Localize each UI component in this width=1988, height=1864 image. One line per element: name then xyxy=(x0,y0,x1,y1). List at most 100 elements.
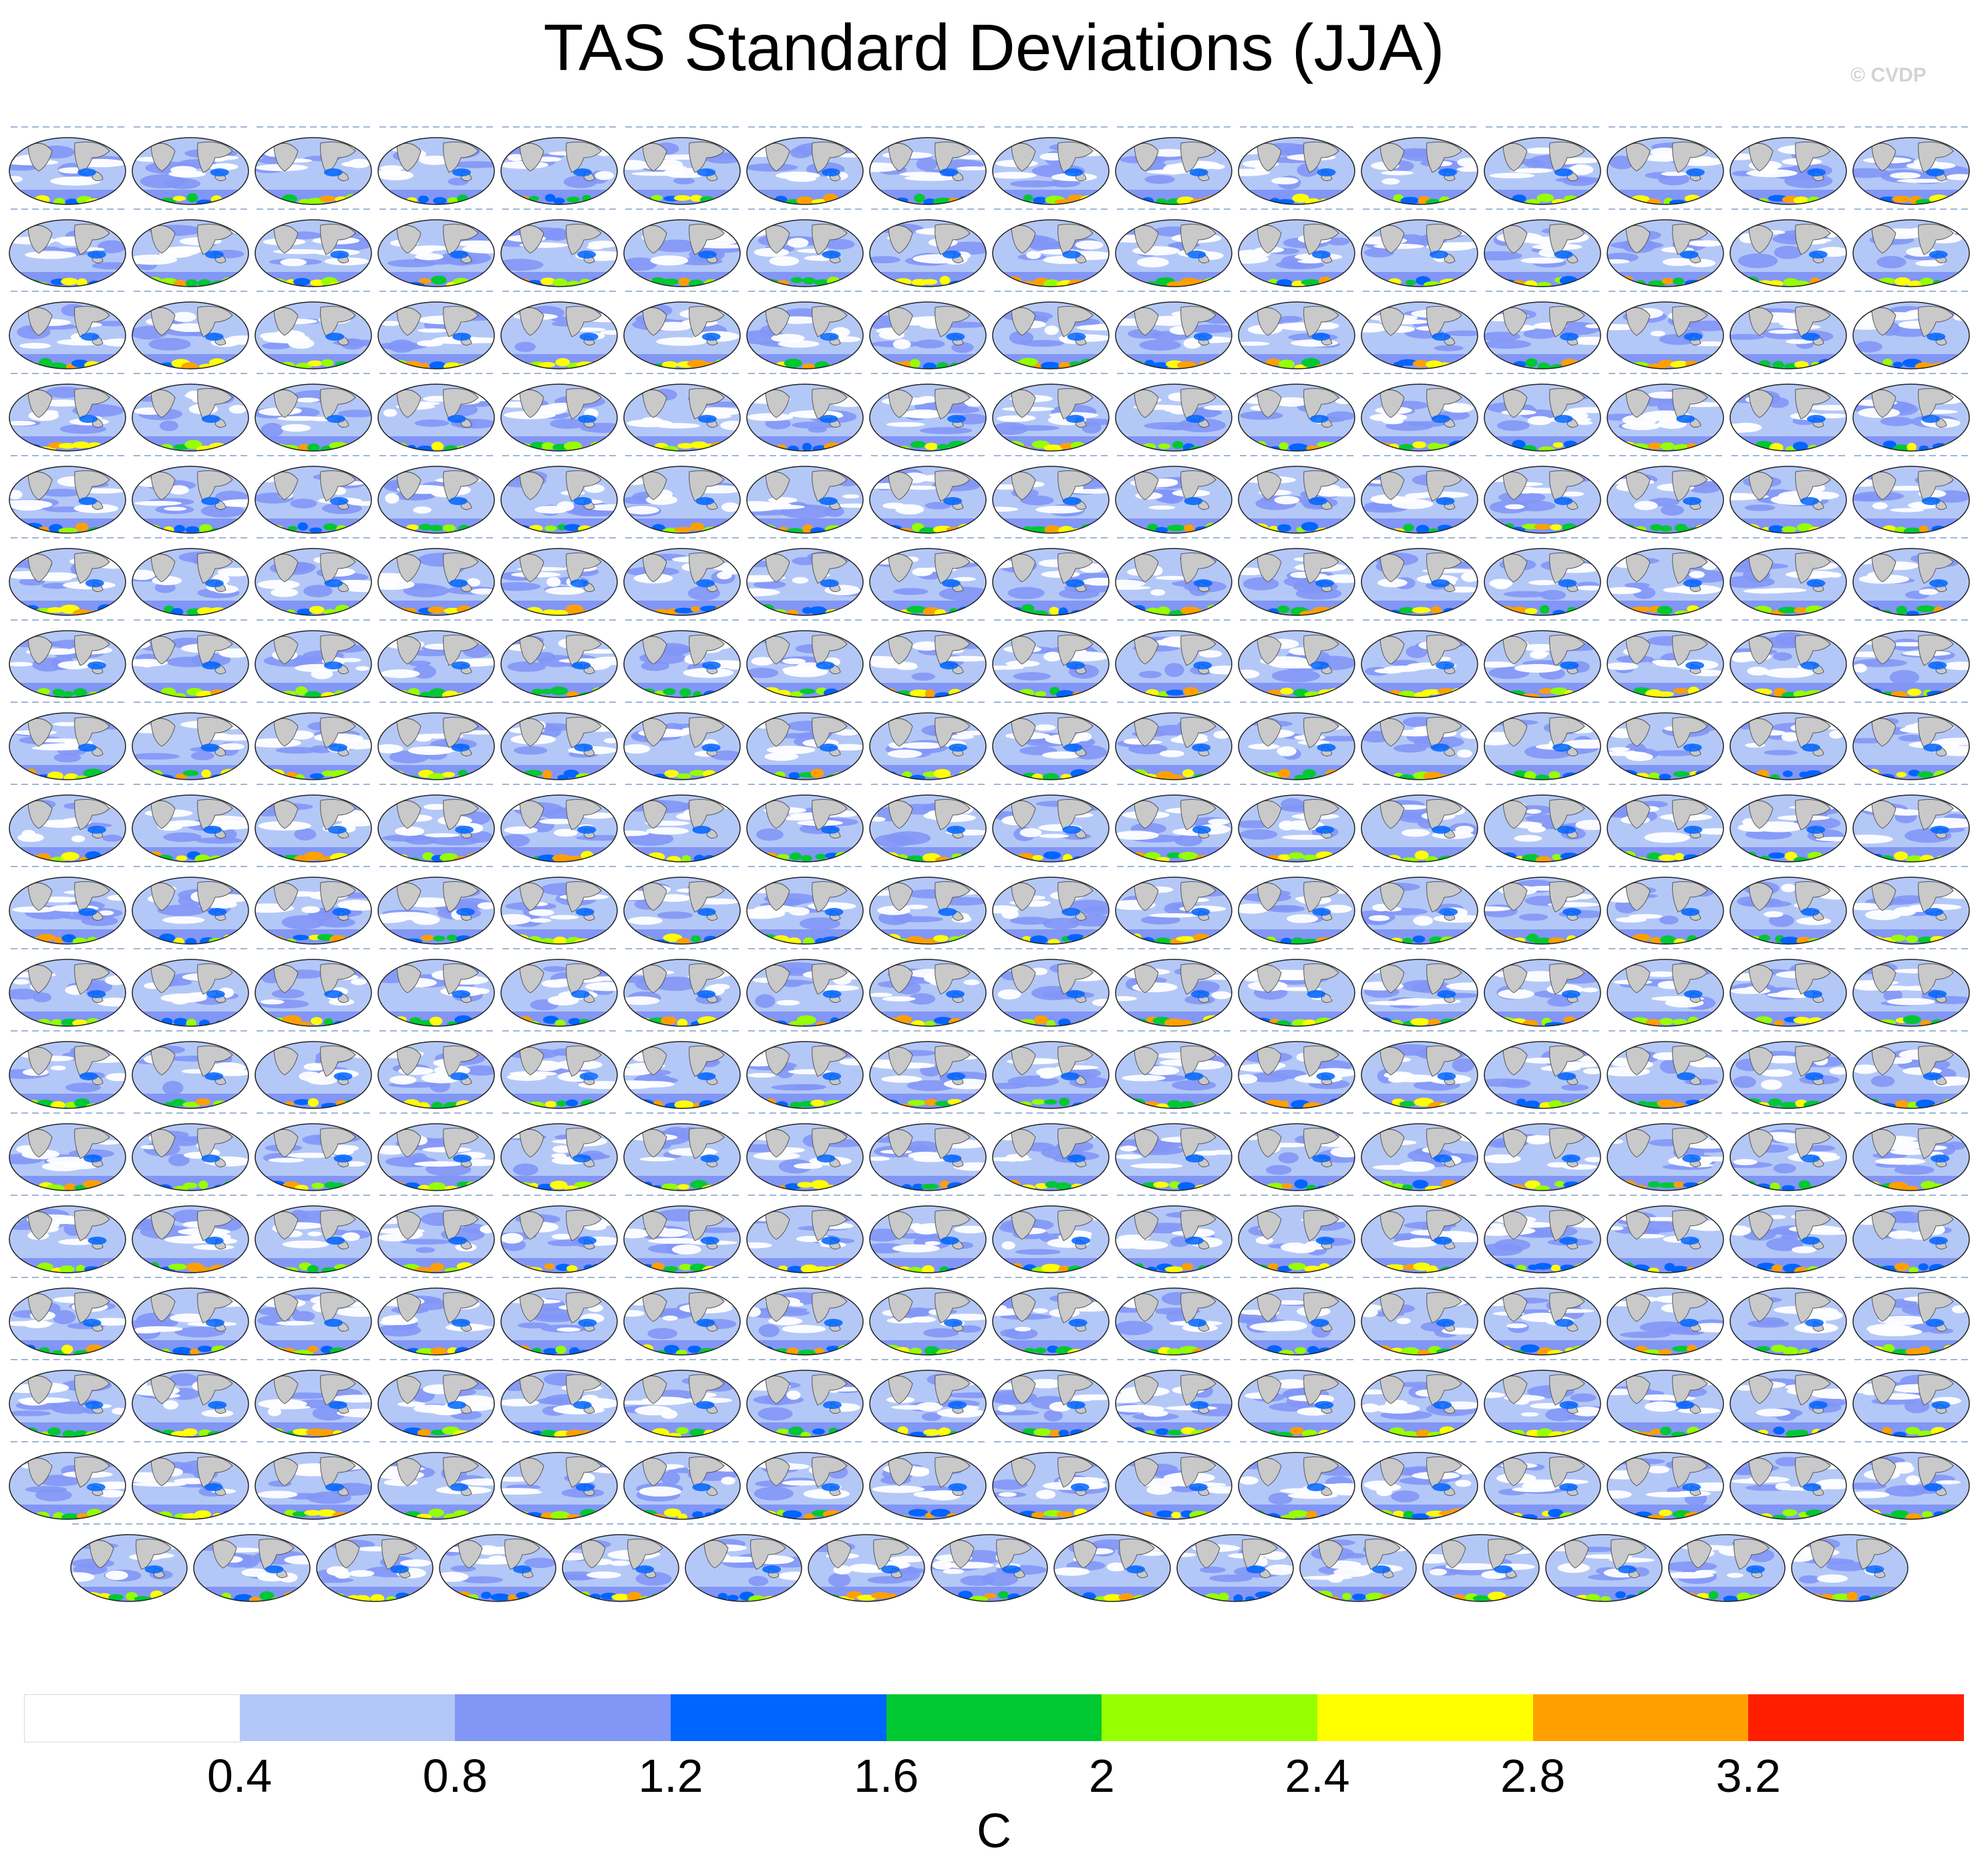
map-panel xyxy=(1852,948,1970,1027)
map-panel xyxy=(255,1112,372,1191)
map-panel xyxy=(623,1359,741,1438)
map-panel xyxy=(746,702,864,780)
map-panel xyxy=(500,1195,618,1273)
map-panel xyxy=(623,1112,741,1191)
map-panel xyxy=(500,948,618,1027)
map-panel xyxy=(808,1523,925,1602)
map-panel xyxy=(992,208,1110,287)
map-panel xyxy=(1607,1030,1724,1109)
map-panel xyxy=(1852,1441,1970,1520)
map-panel xyxy=(500,537,618,616)
map-panel xyxy=(992,1359,1110,1438)
map-panel xyxy=(869,455,987,534)
map-panel xyxy=(1115,866,1232,945)
map-panel xyxy=(500,1030,618,1109)
map-panel xyxy=(1729,1277,1847,1356)
map-panel xyxy=(1607,1277,1724,1356)
map-panel xyxy=(1484,455,1601,534)
map-panel xyxy=(1115,1359,1232,1438)
map-panel xyxy=(1115,126,1232,205)
map-panel xyxy=(1729,1441,1847,1520)
map-panel xyxy=(1484,619,1601,698)
map-panel xyxy=(992,866,1110,945)
map-panel xyxy=(377,1277,495,1356)
colorbar-box xyxy=(24,1694,242,1742)
map-panel xyxy=(132,1112,249,1191)
map-panel xyxy=(1484,537,1601,616)
map-panel xyxy=(1852,208,1970,287)
map-panel xyxy=(132,373,249,452)
colorbar-box xyxy=(886,1694,1102,1741)
map-panel xyxy=(746,1359,864,1438)
map-panel xyxy=(746,373,864,452)
map-panel xyxy=(869,291,987,369)
map-panel xyxy=(255,948,372,1027)
map-panel xyxy=(1422,1523,1540,1602)
colorbar-tick-label: 0.8 xyxy=(422,1750,488,1802)
map-panel xyxy=(992,619,1110,698)
map-panel xyxy=(132,948,249,1027)
map-panel xyxy=(9,948,126,1027)
map-panel xyxy=(132,1359,249,1438)
map-panel xyxy=(1729,455,1847,534)
map-panel xyxy=(255,866,372,945)
map-panel xyxy=(1607,1112,1724,1191)
map-panel xyxy=(992,1195,1110,1273)
map-panel xyxy=(316,1523,434,1602)
map-panel xyxy=(869,948,987,1027)
map-panel xyxy=(1607,208,1724,287)
map-panel xyxy=(869,866,987,945)
map-panel xyxy=(377,784,495,863)
map-panel xyxy=(992,784,1110,863)
map-panel xyxy=(255,208,372,287)
map-panel xyxy=(1361,1359,1478,1438)
map-panel xyxy=(1607,537,1724,616)
map-panel xyxy=(1115,702,1232,780)
map-panel xyxy=(255,1359,372,1438)
map-panel xyxy=(746,1441,864,1520)
map-panel xyxy=(1607,373,1724,452)
map-panel xyxy=(1852,866,1970,945)
map-panel xyxy=(9,1277,126,1356)
map-panel xyxy=(746,1195,864,1273)
map-panel xyxy=(1361,948,1478,1027)
watermark: © CVDP xyxy=(1850,64,1927,86)
map-panel xyxy=(9,291,126,369)
map-panel xyxy=(1852,784,1970,863)
map-panel xyxy=(1852,373,1970,452)
map-panel xyxy=(1484,126,1601,205)
map-panel xyxy=(869,1277,987,1356)
map-panel xyxy=(1484,784,1601,863)
map-panel xyxy=(1729,619,1847,698)
map-panel xyxy=(377,866,495,945)
colorbar-units: C xyxy=(977,1805,1011,1858)
map-panel xyxy=(1484,1112,1601,1191)
map-panel xyxy=(500,784,618,863)
map-panel xyxy=(377,702,495,780)
map-panel xyxy=(1852,619,1970,698)
map-panel xyxy=(1115,1195,1232,1273)
map-panel xyxy=(1361,702,1478,780)
map-panel xyxy=(1361,291,1478,369)
colorbar-box xyxy=(455,1694,671,1741)
colorbar-tick-label: 3.2 xyxy=(1715,1750,1781,1802)
map-panel xyxy=(992,373,1110,452)
map-panel xyxy=(255,1277,372,1356)
map-panel xyxy=(1852,702,1970,780)
map-panel xyxy=(1115,1030,1232,1109)
map-panel xyxy=(377,537,495,616)
map-panel xyxy=(1238,866,1355,945)
map-panel xyxy=(869,619,987,698)
map-panel xyxy=(500,1112,618,1191)
map-panel xyxy=(500,1441,618,1520)
map-panel xyxy=(1607,291,1724,369)
map-panel xyxy=(992,1277,1110,1356)
map-panel xyxy=(1607,126,1724,205)
map-panel xyxy=(746,784,864,863)
map-panel xyxy=(1852,1030,1970,1109)
map-panel xyxy=(869,784,987,863)
map-panel xyxy=(9,1195,126,1273)
map-panel xyxy=(623,702,741,780)
map-panel xyxy=(9,208,126,287)
colorbar-tick-label: 2.8 xyxy=(1500,1750,1566,1802)
